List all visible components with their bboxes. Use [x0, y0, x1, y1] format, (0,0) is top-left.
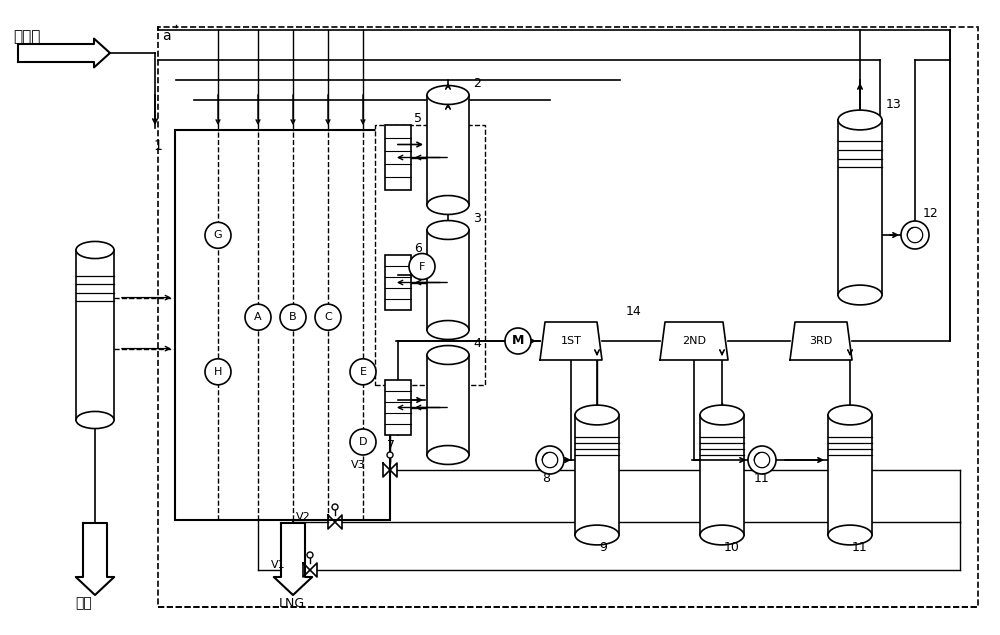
Ellipse shape [575, 405, 619, 425]
Text: 5: 5 [414, 112, 422, 125]
Ellipse shape [76, 241, 114, 258]
Text: 12: 12 [923, 207, 939, 220]
Bar [158, 27, 978, 607]
Ellipse shape [838, 285, 882, 305]
Text: V2: V2 [296, 512, 311, 522]
Circle shape [315, 304, 341, 330]
Text: 1: 1 [153, 139, 162, 153]
Text: 8: 8 [542, 472, 550, 485]
Ellipse shape [700, 405, 744, 425]
Bar [700, 415, 744, 535]
Text: 3RD: 3RD [809, 336, 833, 346]
Text: 11: 11 [852, 541, 868, 554]
Ellipse shape [427, 196, 469, 215]
Circle shape [245, 304, 271, 330]
Circle shape [350, 429, 376, 455]
Text: 重烃: 重烃 [75, 596, 92, 610]
Text: 4: 4 [473, 337, 481, 350]
Text: 13: 13 [886, 98, 902, 111]
Text: 9: 9 [599, 541, 607, 554]
Ellipse shape [427, 345, 469, 364]
Bar [385, 255, 411, 310]
Text: 2: 2 [473, 77, 481, 90]
Polygon shape [540, 322, 602, 360]
Text: 天然气: 天然气 [13, 29, 40, 44]
Bar [175, 130, 390, 520]
Ellipse shape [427, 321, 469, 340]
Text: 7: 7 [387, 439, 395, 452]
Text: A: A [254, 312, 262, 322]
Polygon shape [790, 322, 852, 360]
Circle shape [505, 328, 531, 354]
Circle shape [205, 359, 231, 385]
Circle shape [307, 552, 313, 558]
Text: LNG: LNG [279, 597, 305, 610]
Bar [838, 120, 882, 295]
Text: V3: V3 [351, 460, 366, 470]
Polygon shape [76, 523, 114, 595]
Ellipse shape [427, 86, 469, 104]
Text: E: E [360, 367, 366, 377]
Ellipse shape [427, 220, 469, 239]
Text: D: D [359, 437, 367, 447]
Bar [427, 230, 469, 330]
Circle shape [205, 222, 231, 248]
Ellipse shape [838, 110, 882, 130]
Bar [427, 355, 469, 455]
Text: 1ST: 1ST [561, 336, 581, 346]
Text: H: H [214, 367, 222, 377]
Polygon shape [660, 322, 728, 360]
Circle shape [901, 221, 929, 249]
Bar [375, 125, 485, 385]
Circle shape [280, 304, 306, 330]
Bar [828, 415, 872, 535]
Bar [76, 250, 114, 420]
Circle shape [350, 359, 376, 385]
Ellipse shape [828, 525, 872, 545]
Bar [575, 415, 619, 535]
Bar [385, 380, 411, 435]
Circle shape [748, 446, 776, 474]
Circle shape [332, 504, 338, 510]
Bar [427, 95, 469, 205]
Circle shape [536, 446, 564, 474]
Ellipse shape [700, 525, 744, 545]
Polygon shape [18, 39, 110, 67]
Text: G: G [214, 231, 222, 240]
Text: 14: 14 [626, 305, 642, 318]
Text: a: a [162, 29, 171, 43]
Text: B: B [289, 312, 297, 322]
Text: 3: 3 [473, 212, 481, 225]
Ellipse shape [427, 446, 469, 464]
Ellipse shape [575, 525, 619, 545]
Text: V1: V1 [271, 560, 286, 570]
Text: 2ND: 2ND [682, 336, 706, 346]
Ellipse shape [828, 405, 872, 425]
Ellipse shape [76, 411, 114, 429]
Circle shape [409, 253, 435, 279]
Text: C: C [324, 312, 332, 322]
Text: F: F [419, 262, 425, 272]
Text: M: M [512, 335, 524, 347]
Circle shape [387, 452, 393, 458]
Text: 10: 10 [724, 541, 740, 554]
Polygon shape [274, 523, 312, 595]
Text: 11: 11 [754, 472, 770, 485]
Text: 6: 6 [414, 242, 422, 255]
Bar [385, 125, 411, 190]
